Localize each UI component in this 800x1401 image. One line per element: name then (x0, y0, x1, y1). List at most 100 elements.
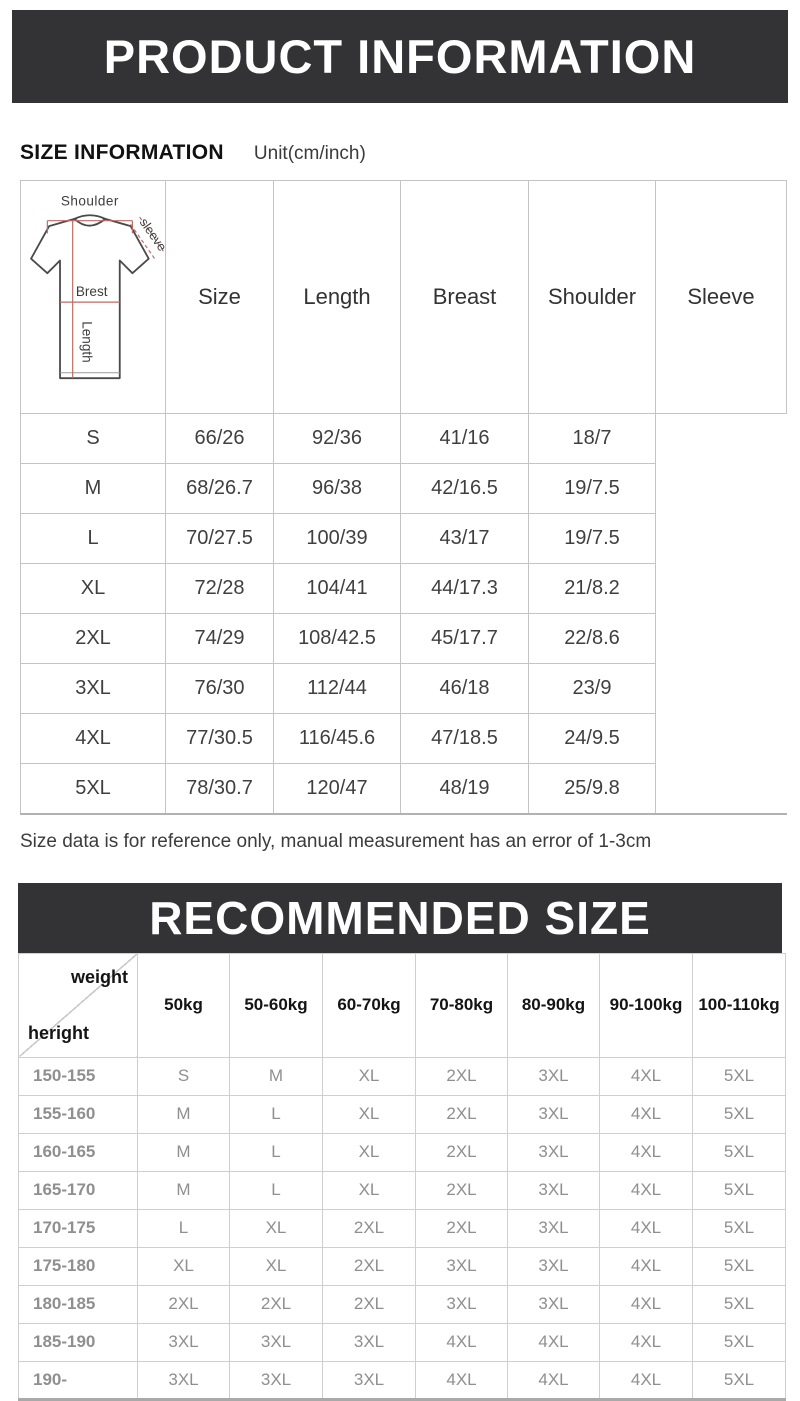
recommended-size-cell: 4XL (599, 1132, 693, 1172)
recommended-size-cell: 4XL (599, 1246, 693, 1286)
recommended-size-cell: 5XL (692, 1284, 786, 1324)
height-range-cell: 165-170 (18, 1170, 138, 1210)
measurement-cell: 120/47 (273, 763, 401, 814)
size-information-label: SIZE INFORMATION (20, 141, 224, 164)
recommended-size-cell: 4XL (599, 1322, 693, 1362)
size-label-cell: M (20, 463, 166, 514)
size-table-row: 5XL 78/30.7 120/47 48/19 25/9.8 (20, 763, 787, 814)
measurement-cell: 78/30.7 (165, 763, 274, 814)
recommended-size-cell: 4XL (599, 1170, 693, 1210)
recommended-size-cell: 3XL (415, 1246, 508, 1286)
weight-col-header: 50-60kg (229, 952, 323, 1058)
weight-col-header: 60-70kg (322, 952, 416, 1058)
size-table-row: 4XL 77/30.5 116/45.6 47/18.5 24/9.5 (20, 713, 787, 764)
height-range-cell: 155-160 (18, 1094, 138, 1134)
height-range-cell: 150-155 (18, 1056, 138, 1096)
size-col-header: Size (165, 180, 274, 414)
recommended-size-cell: XL (322, 1094, 416, 1134)
measurement-cell: 21/8.2 (528, 563, 656, 614)
recommended-size-cell: 4XL (599, 1284, 693, 1324)
recommended-size-cell: XL (229, 1208, 323, 1248)
breast-col-header: Breast (400, 180, 529, 414)
recommended-size-cell: 3XL (507, 1170, 600, 1210)
size-table-header-row: Shoulder sleeve Brest Length Size Length… (20, 180, 787, 414)
height-range-cell: 180-185 (18, 1284, 138, 1324)
recommended-size-cell: 3XL (507, 1132, 600, 1172)
recommended-size-cell: L (137, 1208, 230, 1248)
measurement-cell: 24/9.5 (528, 713, 656, 764)
measurement-cell: 19/7.5 (528, 513, 656, 564)
recommended-size-title: RECOMMENDED SIZE (149, 891, 651, 944)
recommended-size-cell: 2XL (415, 1170, 508, 1210)
measurement-cell: 72/28 (165, 563, 274, 614)
weight-col-header: 100-110kg (692, 952, 786, 1058)
shoulder-diagram-label: Shoulder (60, 193, 118, 208)
recommended-table-row: 185-190 3XL 3XL 3XL 4XL 4XL 4XL 5XL (18, 1322, 786, 1362)
recommended-size-cell: 5XL (692, 1246, 786, 1286)
size-disclaimer-note: Size data is for reference only, manual … (20, 830, 652, 852)
size-table-body: S 66/26 92/36 41/16 18/7 M 68/26.7 96/38 42/16.5… (20, 413, 787, 814)
recommended-size-cell: 3XL (229, 1360, 323, 1400)
recommended-size-cell: L (229, 1132, 323, 1172)
recommended-size-cell: 3XL (507, 1056, 600, 1096)
measurement-cell: 46/18 (400, 663, 529, 714)
recommended-table-row: 190- 3XL 3XL 3XL 4XL 4XL 4XL 5XL (18, 1360, 786, 1400)
size-table-row: 2XL 74/29 108/42.5 45/17.7 22/8.6 (20, 613, 787, 664)
measurement-cell: 100/39 (273, 513, 401, 564)
recommended-size-cell: 2XL (415, 1056, 508, 1096)
recommended-size-cell: 2XL (415, 1094, 508, 1134)
recommended-table-row: 175-180 XL XL 2XL 3XL 3XL 4XL 5XL (18, 1246, 786, 1286)
recommended-size-cell: XL (137, 1246, 230, 1286)
product-information-banner: PRODUCT INFORMATION (12, 10, 788, 103)
measurement-cell: 70/27.5 (165, 513, 274, 564)
height-range-cell: 170-175 (18, 1208, 138, 1248)
measurement-cell: 19/7.5 (528, 463, 656, 514)
recommended-size-banner: RECOMMENDED SIZE (18, 882, 782, 953)
recommended-size-cell: XL (322, 1132, 416, 1172)
recommended-size-cell: M (137, 1094, 230, 1134)
recommended-size-cell: 4XL (599, 1360, 693, 1400)
tshirt-measurement-diagram: Shoulder sleeve Brest Length (29, 193, 169, 380)
recommended-size-cell: 2XL (415, 1132, 508, 1172)
length-col-header: Length (273, 180, 401, 414)
recommended-size-cell: 3XL (137, 1322, 230, 1362)
recommended-table-row: 165-170 M L XL 2XL 3XL 4XL 5XL (18, 1170, 786, 1210)
measurement-cell: 43/17 (400, 513, 529, 564)
recommended-size-cell: 3XL (507, 1284, 600, 1324)
shoulder-col-header: Shoulder (528, 180, 656, 414)
measurement-cell: 45/17.7 (400, 613, 529, 664)
height-range-cell: 190- (18, 1360, 138, 1400)
measurement-cell: 22/8.6 (528, 613, 656, 664)
recommended-size-cell: XL (322, 1170, 416, 1210)
size-label-cell: 2XL (20, 613, 166, 664)
size-table-row: L 70/27.5 100/39 43/17 19/7.5 (20, 513, 787, 564)
sleeve-col-header: Sleeve (655, 180, 787, 414)
recommended-size-cell: 3XL (229, 1322, 323, 1362)
unit-label: Unit(cm/inch) (253, 143, 366, 164)
recommended-table-row: 155-160 M L XL 2XL 3XL 4XL 5XL (18, 1094, 786, 1134)
measurement-cell: 108/42.5 (273, 613, 401, 664)
measurement-cell: 42/16.5 (400, 463, 529, 514)
sleeve-measure-line-outer (138, 216, 165, 253)
measurement-cell: 47/18.5 (400, 713, 529, 764)
weight-height-corner-cell: weight heright (18, 952, 138, 1058)
recommended-size-cell: 5XL (692, 1094, 786, 1134)
recommended-table-row: 170-175 L XL 2XL 2XL 3XL 4XL 5XL (18, 1208, 786, 1248)
recommended-size-cell: S (137, 1056, 230, 1096)
recommended-size-cell: 5XL (692, 1056, 786, 1096)
size-table-row: 3XL 76/30 112/44 46/18 23/9 (20, 663, 787, 714)
recommended-size-cell: M (229, 1056, 323, 1096)
recommended-table-body: 150-155 S M XL 2XL 3XL 4XL 5XL 155-160 M L XL 2XL 3XL… (18, 1056, 786, 1400)
size-table-row: S 66/26 92/36 41/16 18/7 (20, 413, 787, 464)
recommended-table-row: 160-165 M L XL 2XL 3XL 4XL 5XL (18, 1132, 786, 1172)
breast-diagram-label: Brest (75, 284, 107, 299)
recommended-size-cell: 5XL (692, 1208, 786, 1248)
recommended-size-cell: 3XL (322, 1360, 416, 1400)
measurement-cell: 48/19 (400, 763, 529, 814)
measurement-cell: 76/30 (165, 663, 274, 714)
recommended-size-table: weight heright 50kg 50-60kg 60-70kg 70-8… (18, 952, 786, 1401)
measurement-cell: 77/30.5 (165, 713, 274, 764)
recommended-size-cell: 4XL (415, 1322, 508, 1362)
size-table-row: M 68/26.7 96/38 42/16.5 19/7.5 (20, 463, 787, 514)
collar-back-arc (73, 214, 106, 220)
